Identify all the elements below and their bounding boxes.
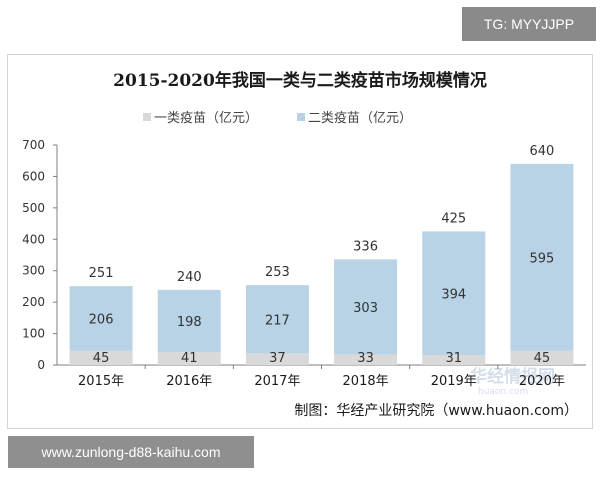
x-tick-label: 2015年 bbox=[78, 374, 124, 389]
data-label-series1: 33 bbox=[357, 351, 374, 366]
bar-segment-series2 bbox=[334, 259, 398, 355]
data-label-total: 640 bbox=[530, 144, 555, 159]
legend: 一类疫苗（亿元） 二类疫苗（亿元） bbox=[143, 110, 412, 126]
data-label-series2: 217 bbox=[265, 313, 290, 328]
bar-segment-series2 bbox=[422, 231, 486, 356]
data-label-series1: 31 bbox=[445, 351, 462, 366]
data-label-series1: 37 bbox=[269, 351, 286, 366]
chart-title: 2015-2020年我国一类与二类疫苗市场规模情况 bbox=[113, 70, 487, 91]
legend-label-series2: 二类疫苗（亿元） bbox=[308, 110, 412, 126]
legend-swatch-series1 bbox=[143, 113, 151, 121]
bar-segment-series2 bbox=[69, 286, 133, 351]
data-label-series2: 303 bbox=[353, 301, 378, 316]
bar-segment-series1 bbox=[245, 353, 309, 365]
y-tick-label: 700 bbox=[22, 138, 45, 152]
watermark-en: huaon.com bbox=[478, 387, 528, 397]
legend-swatch-series2 bbox=[297, 113, 305, 121]
bar-segment-series1 bbox=[334, 354, 398, 365]
bar-segment-series2 bbox=[157, 289, 221, 353]
channel-tag-top: TG: MYYJJPP bbox=[462, 7, 596, 41]
y-tick-label: 500 bbox=[22, 201, 45, 215]
data-label-series1: 41 bbox=[181, 351, 198, 366]
x-tick-label: 2018年 bbox=[343, 374, 389, 389]
x-tick-label: 2017年 bbox=[254, 374, 300, 389]
bar-segment-series2 bbox=[510, 163, 574, 351]
x-tick-label: 2020年 bbox=[519, 374, 565, 389]
x-tick-label: 2019年 bbox=[431, 374, 477, 389]
y-tick-label: 200 bbox=[22, 295, 45, 309]
watermark-cn: 华经情报网 bbox=[470, 366, 555, 387]
y-tick-label: 100 bbox=[22, 327, 45, 341]
data-label-total: 336 bbox=[353, 239, 378, 254]
y-tick-label: 300 bbox=[22, 264, 45, 278]
data-label-total: 425 bbox=[441, 211, 466, 226]
plot-area: 0 100 200 300 400 500 600 700 45 206 251 2015年 41 198… bbox=[22, 138, 586, 389]
y-tick-label: 400 bbox=[22, 232, 45, 246]
data-label-total: 251 bbox=[89, 266, 114, 281]
data-label-total: 240 bbox=[177, 270, 202, 285]
channel-tag-bottom: www.zunlong-d88-kaihu.com bbox=[8, 436, 254, 468]
bar-segment-series2 bbox=[245, 285, 309, 354]
y-tick-label: 600 bbox=[22, 169, 45, 183]
data-label-series2: 394 bbox=[441, 287, 466, 302]
source-note: 制图：华经产业研究院（www.huaon.com） bbox=[294, 403, 578, 419]
bar-segment-series1 bbox=[422, 355, 486, 365]
data-label-series2: 595 bbox=[530, 251, 555, 266]
bar-segment-series1 bbox=[69, 350, 133, 365]
data-label-total: 253 bbox=[265, 265, 290, 280]
bar-segment-series1 bbox=[157, 352, 221, 365]
data-label-series1: 45 bbox=[93, 351, 110, 366]
data-label-series1: 45 bbox=[534, 351, 551, 366]
data-label-series2: 198 bbox=[177, 315, 202, 330]
data-label-series2: 206 bbox=[89, 312, 114, 327]
bar-segment-series1 bbox=[510, 350, 574, 365]
legend-label-series1: 一类疫苗（亿元） bbox=[154, 110, 258, 126]
x-tick-label: 2016年 bbox=[166, 374, 212, 389]
y-tick-label: 0 bbox=[37, 358, 45, 372]
